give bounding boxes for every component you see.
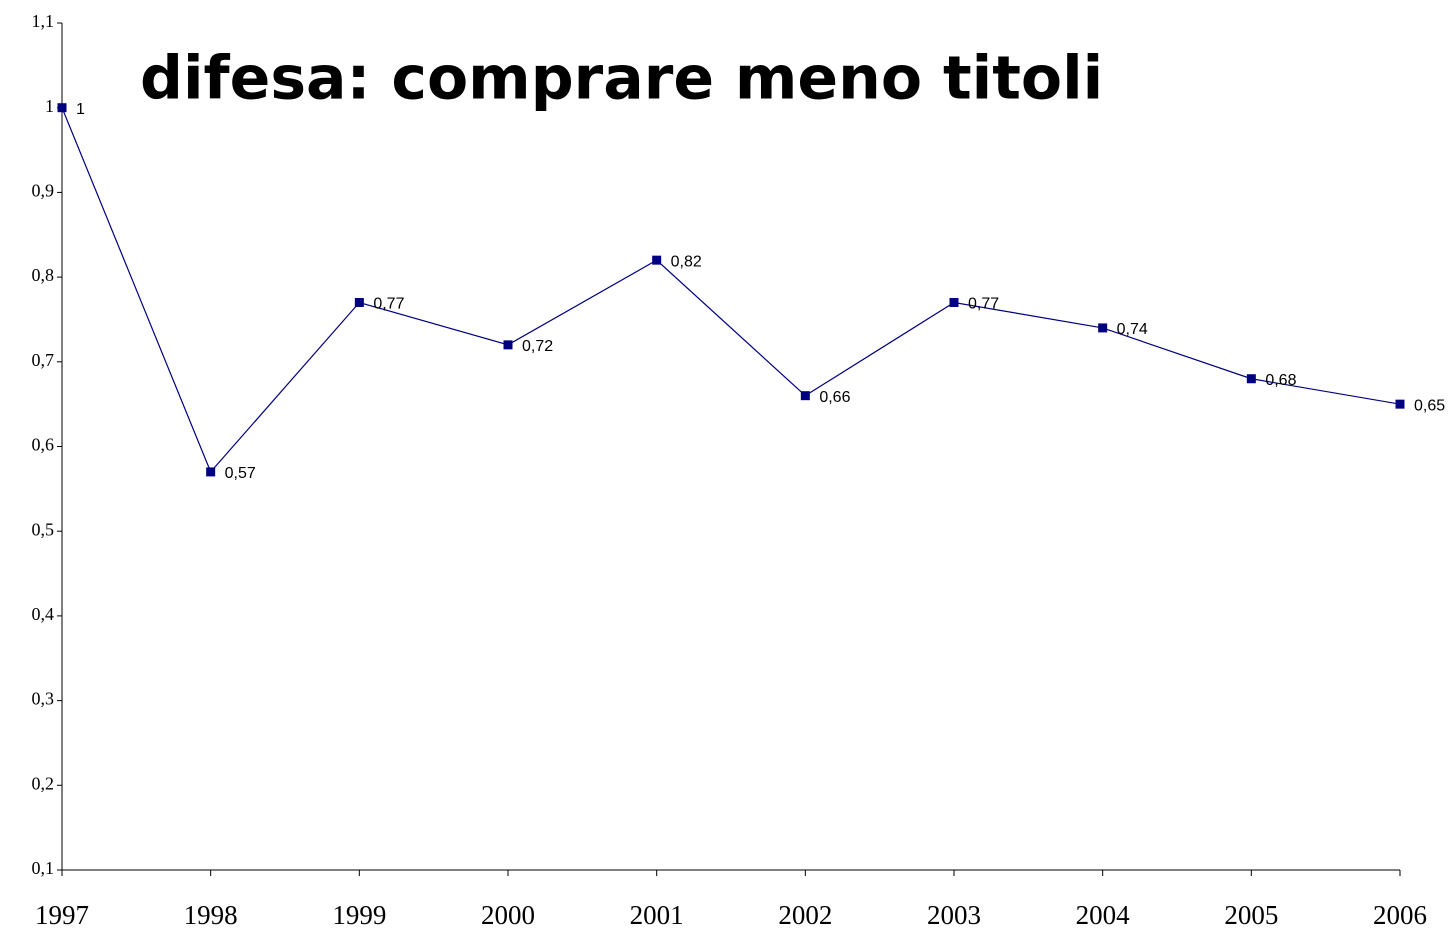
line <box>61 107 1401 474</box>
marker <box>354 298 364 308</box>
data-label: 0,77 <box>373 296 404 313</box>
y-tick-label: 0,2 <box>32 773 55 793</box>
y-tick-label: 1 <box>45 96 54 116</box>
marker <box>652 255 662 265</box>
marker <box>206 467 216 477</box>
y-tick-label: 0,1 <box>32 858 55 878</box>
data-label: 0,72 <box>522 338 553 355</box>
x-tick-label: 2003 <box>927 900 981 930</box>
marker <box>1395 399 1405 409</box>
y-tick-label: 0,4 <box>32 604 55 624</box>
data-label: 0,68 <box>1265 372 1296 389</box>
y-tick-label: 0,5 <box>32 519 55 539</box>
x-tick-label: 2002 <box>778 900 832 930</box>
data-label: 0,57 <box>225 465 256 482</box>
y-tick-label: 0,9 <box>32 181 55 201</box>
marker <box>1246 374 1256 384</box>
marker <box>949 298 959 308</box>
marker <box>57 103 67 113</box>
y-tick-label: 0,8 <box>32 265 55 285</box>
data-label: 1 <box>76 101 85 118</box>
x-tick-label: 2006 <box>1373 900 1427 930</box>
data-label: 0,74 <box>1117 321 1148 338</box>
x-tick-label: 1997 <box>35 900 89 930</box>
x-tick-label: 2004 <box>1076 900 1131 930</box>
data-label: 0,82 <box>671 253 702 270</box>
data-label: 0,65 <box>1414 397 1445 414</box>
y-tick-label: 0,7 <box>32 350 55 370</box>
x-tick-label: 2001 <box>630 900 684 930</box>
x-tick-label: 2005 <box>1224 900 1278 930</box>
marker <box>503 340 513 350</box>
data-label: 0,77 <box>968 296 999 313</box>
y-tick-label: 1,1 <box>32 11 55 31</box>
x-tick-label: 1999 <box>332 900 386 930</box>
marker <box>800 391 810 401</box>
x-tick-label: 2000 <box>481 900 535 930</box>
marker <box>1098 323 1108 333</box>
y-tick-label: 0,6 <box>32 435 55 455</box>
data-label: 0,66 <box>819 389 850 406</box>
x-tick-label: 1998 <box>184 900 238 930</box>
y-tick-label: 0,3 <box>32 689 55 709</box>
chart-title: difesa: comprare meno titoli <box>140 44 1103 114</box>
